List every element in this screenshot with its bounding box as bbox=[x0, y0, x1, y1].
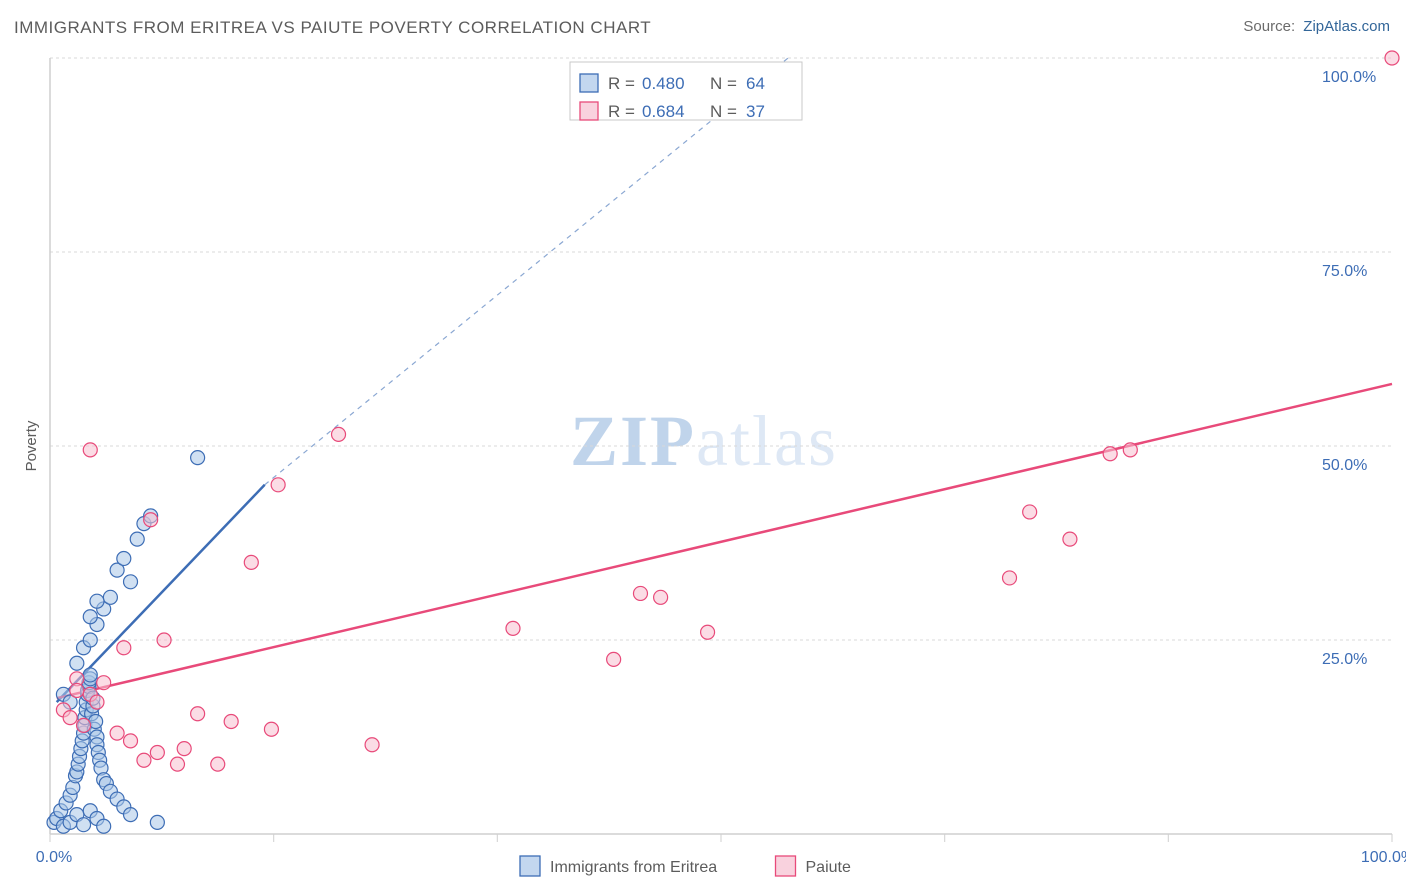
stats-r-label: R = bbox=[608, 74, 635, 93]
data-point-eritrea bbox=[83, 633, 97, 647]
data-point-paiute bbox=[211, 757, 225, 771]
data-point-eritrea bbox=[90, 594, 104, 608]
data-point-eritrea bbox=[83, 668, 97, 682]
data-point-paiute bbox=[365, 738, 379, 752]
data-point-paiute bbox=[1385, 51, 1399, 65]
data-point-paiute bbox=[654, 590, 668, 604]
data-point-paiute bbox=[506, 621, 520, 635]
legend-swatch-paiute[interactable] bbox=[776, 856, 796, 876]
stats-n-value: 37 bbox=[746, 102, 765, 121]
data-point-paiute bbox=[63, 711, 77, 725]
y-tick-label: 25.0% bbox=[1322, 651, 1367, 668]
x-tick-labels: 0.0% 100.0% bbox=[36, 849, 1406, 866]
data-point-paiute bbox=[70, 683, 84, 697]
data-point-paiute bbox=[244, 555, 258, 569]
stats-n-label: N = bbox=[710, 102, 737, 121]
data-point-eritrea bbox=[97, 819, 111, 833]
data-point-paiute bbox=[83, 443, 97, 457]
trend-lines bbox=[57, 58, 1392, 702]
data-point-paiute bbox=[110, 726, 124, 740]
data-point-paiute bbox=[157, 633, 171, 647]
data-point-eritrea bbox=[150, 815, 164, 829]
data-point-paiute bbox=[191, 707, 205, 721]
scatter-points bbox=[47, 51, 1399, 833]
y-tick-label: 100.0% bbox=[1322, 69, 1376, 86]
y-tick-label: 75.0% bbox=[1322, 263, 1367, 280]
legend-label-paiute[interactable]: Paiute bbox=[806, 859, 851, 876]
gridlines bbox=[50, 58, 1392, 842]
data-point-paiute bbox=[607, 652, 621, 666]
stats-r-value: 0.684 bbox=[642, 102, 685, 121]
data-point-paiute bbox=[1103, 447, 1117, 461]
data-point-paiute bbox=[90, 695, 104, 709]
data-point-paiute bbox=[117, 641, 131, 655]
data-point-paiute bbox=[77, 718, 91, 732]
data-point-paiute bbox=[271, 478, 285, 492]
y-tick-label: 50.0% bbox=[1322, 457, 1367, 474]
data-point-paiute bbox=[1023, 505, 1037, 519]
data-point-paiute bbox=[124, 734, 138, 748]
stats-r-value: 0.480 bbox=[642, 74, 685, 93]
stats-box-bg bbox=[570, 62, 802, 120]
legend-label-eritrea[interactable]: Immigrants from Eritrea bbox=[550, 859, 717, 876]
data-point-paiute bbox=[150, 746, 164, 760]
chart-container: IMMIGRANTS FROM ERITREA VS PAIUTE POVERT… bbox=[0, 0, 1406, 892]
data-point-paiute bbox=[170, 757, 184, 771]
stats-n-value: 64 bbox=[746, 74, 765, 93]
data-point-eritrea bbox=[77, 818, 91, 832]
trend-line-paiute bbox=[57, 384, 1392, 698]
data-point-paiute bbox=[137, 753, 151, 767]
data-point-eritrea bbox=[124, 575, 138, 589]
data-point-paiute bbox=[264, 722, 278, 736]
stats-r-label: R = bbox=[608, 102, 635, 121]
data-point-eritrea bbox=[70, 656, 84, 670]
data-point-paiute bbox=[177, 742, 191, 756]
legend-swatch-eritrea[interactable] bbox=[520, 856, 540, 876]
data-point-eritrea bbox=[130, 532, 144, 546]
bottom-legend: Immigrants from Eritrea Paiute bbox=[520, 856, 851, 876]
x-tick-label: 0.0% bbox=[36, 849, 72, 866]
stats-legend-box: R = 0.480 N = 64 R = 0.684 N = 37 bbox=[570, 62, 802, 121]
data-point-paiute bbox=[144, 513, 158, 527]
data-point-paiute bbox=[1063, 532, 1077, 546]
data-point-paiute bbox=[1123, 443, 1137, 457]
data-point-paiute bbox=[224, 714, 238, 728]
data-point-paiute bbox=[633, 586, 647, 600]
data-point-eritrea bbox=[117, 552, 131, 566]
data-point-eritrea bbox=[124, 808, 138, 822]
trend-line-ext-eritrea bbox=[265, 58, 788, 485]
data-point-eritrea bbox=[191, 451, 205, 465]
stats-n-label: N = bbox=[710, 74, 737, 93]
data-point-eritrea bbox=[103, 590, 117, 604]
data-point-paiute bbox=[332, 427, 346, 441]
data-point-paiute bbox=[701, 625, 715, 639]
data-point-paiute bbox=[1003, 571, 1017, 585]
y-tick-labels: 25.0% 50.0% 75.0% 100.0% bbox=[1322, 69, 1376, 668]
data-point-eritrea bbox=[83, 610, 97, 624]
data-point-paiute bbox=[97, 676, 111, 690]
stats-swatch-paiute bbox=[580, 102, 598, 120]
x-tick-label: 100.0% bbox=[1361, 849, 1406, 866]
chart-svg: 25.0% 50.0% 75.0% 100.0% 0.0% 100.0% R = 0.48… bbox=[0, 0, 1406, 892]
stats-swatch-eritrea bbox=[580, 74, 598, 92]
